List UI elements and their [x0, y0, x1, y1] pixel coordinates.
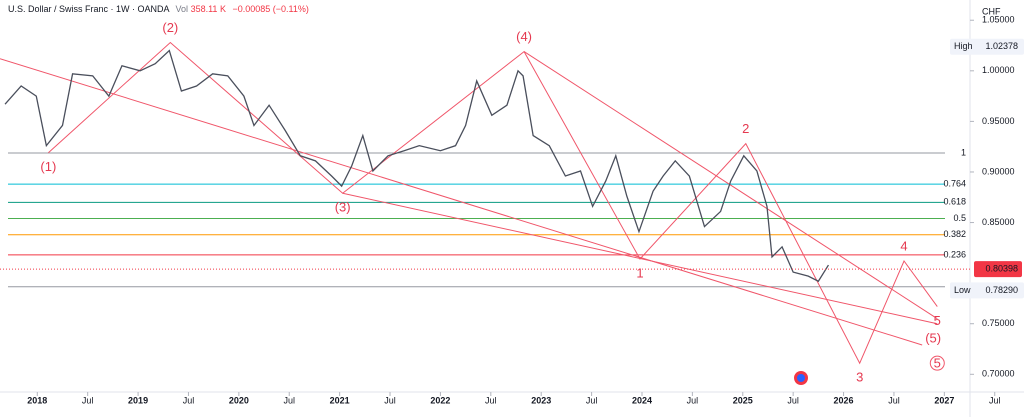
trendline	[0, 58, 923, 346]
header: U.S. Dollar / Swiss Franc · 1W · OANDA V…	[8, 4, 309, 14]
x-tick-label: Jul	[485, 395, 497, 405]
high-value: 1.02378	[985, 41, 1018, 51]
x-tick-label: 2021	[330, 395, 350, 405]
currency: CHF	[982, 6, 1001, 16]
x-tick-label: Jul	[384, 395, 396, 405]
y-tick-label: 0.70000	[982, 369, 1015, 379]
change: −0.00085 (−0.11%)	[232, 4, 308, 14]
wave-label: 5	[934, 313, 941, 328]
y-tick-label: 1.05000	[982, 15, 1015, 25]
x-tick-label: Jul	[787, 395, 799, 405]
low-value: 0.78290	[985, 285, 1018, 295]
target-label: 5	[934, 356, 941, 371]
fib-label: 0.382	[943, 229, 966, 239]
symbol: U.S. Dollar / Swiss Franc · 1W · OANDA	[8, 4, 170, 14]
fib-label: 1	[961, 147, 966, 157]
y-tick-label: 0.95000	[982, 116, 1015, 126]
x-tick-label: 2022	[430, 395, 450, 405]
vol-label: Vol	[176, 4, 189, 14]
fib-label: 0.236	[943, 249, 966, 259]
wave-label: (2)	[162, 20, 178, 35]
x-tick-label: Jul	[687, 395, 699, 405]
fib-label: 0.618	[943, 197, 966, 207]
x-tick-label: Jul	[283, 395, 295, 405]
x-tick-label: Jul	[586, 395, 598, 405]
wave-label: (3)	[335, 200, 351, 215]
event-icon-inner	[797, 374, 805, 382]
x-tick-label: 2025	[733, 395, 753, 405]
low-tag	[950, 282, 1024, 299]
x-tick-label: Jul	[989, 395, 1001, 405]
high-label: High	[954, 41, 973, 51]
y-tick-label: 0.75000	[982, 318, 1015, 328]
x-tick-label: 2019	[128, 395, 148, 405]
target-circle	[929, 355, 945, 371]
fib-label: 0.764	[943, 178, 966, 188]
fib-label: 0.5	[953, 213, 966, 223]
price-line	[4, 49, 829, 283]
high-tag	[950, 38, 1024, 55]
wave-label: 3	[856, 370, 863, 385]
x-tick-label: Jul	[183, 395, 195, 405]
wave-label: (1)	[40, 159, 56, 174]
wave-label: (4)	[516, 29, 532, 44]
y-tick-label: 0.85000	[982, 217, 1015, 227]
last-price-value: 0.80398	[985, 263, 1018, 273]
x-tick-label: 2027	[934, 395, 954, 405]
x-tick-label: 2023	[531, 395, 551, 405]
last-price-tag	[974, 261, 1022, 278]
low-label: Low	[954, 285, 971, 295]
x-tick-label: 2024	[632, 395, 652, 405]
y-tick-label: 0.90000	[982, 166, 1015, 176]
wave-label: 1	[636, 265, 643, 280]
x-tick-label: 2020	[229, 395, 249, 405]
vol-value: 358.11 K	[191, 4, 226, 14]
x-tick-label: 2018	[27, 395, 47, 405]
wave-label: 4	[900, 238, 907, 253]
y-tick-label: 1.00000	[982, 65, 1015, 75]
trendline	[523, 51, 938, 320]
x-tick-label: 2026	[834, 395, 854, 405]
wave-label: (5)	[925, 330, 941, 345]
wave-label: 2	[742, 121, 749, 136]
x-tick-label: Jul	[888, 395, 900, 405]
wave-path	[48, 41, 938, 365]
x-tick-label: Jul	[82, 395, 94, 405]
